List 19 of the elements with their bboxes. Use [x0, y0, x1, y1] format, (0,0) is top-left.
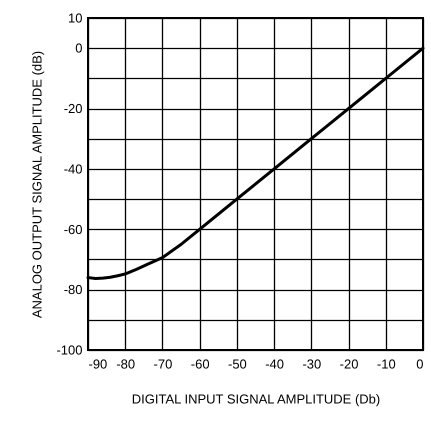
x-tick-label: -40: [265, 356, 284, 372]
x-tick-label: -10: [376, 356, 396, 372]
y-tick-label: 10: [68, 10, 82, 26]
y-tick-label: -100: [56, 342, 82, 358]
x-tick-label: -90: [88, 356, 108, 372]
y-tick-label: -60: [64, 222, 82, 237]
y-axis-title: ANALOG OUTPUT SIGNAL AMPLITUDE (dB): [29, 50, 44, 318]
y-tick-label: -40: [64, 161, 82, 176]
x-tick-label: -60: [190, 356, 210, 372]
y-tick-label: -80: [64, 282, 82, 298]
x-tick-label: 0: [416, 356, 424, 372]
x-axis-title: DIGITAL INPUT SIGNAL AMPLITUDE (Db): [132, 392, 380, 406]
y-tick-label: 0: [75, 40, 82, 56]
x-tick-label: -30: [302, 356, 322, 372]
x-tick-label: -20: [340, 356, 358, 372]
x-tick-label: -80: [116, 356, 136, 372]
x-tick-label: -70: [154, 356, 172, 372]
y-tick-label: -20: [64, 101, 82, 116]
x-tick-label: -50: [228, 356, 247, 372]
